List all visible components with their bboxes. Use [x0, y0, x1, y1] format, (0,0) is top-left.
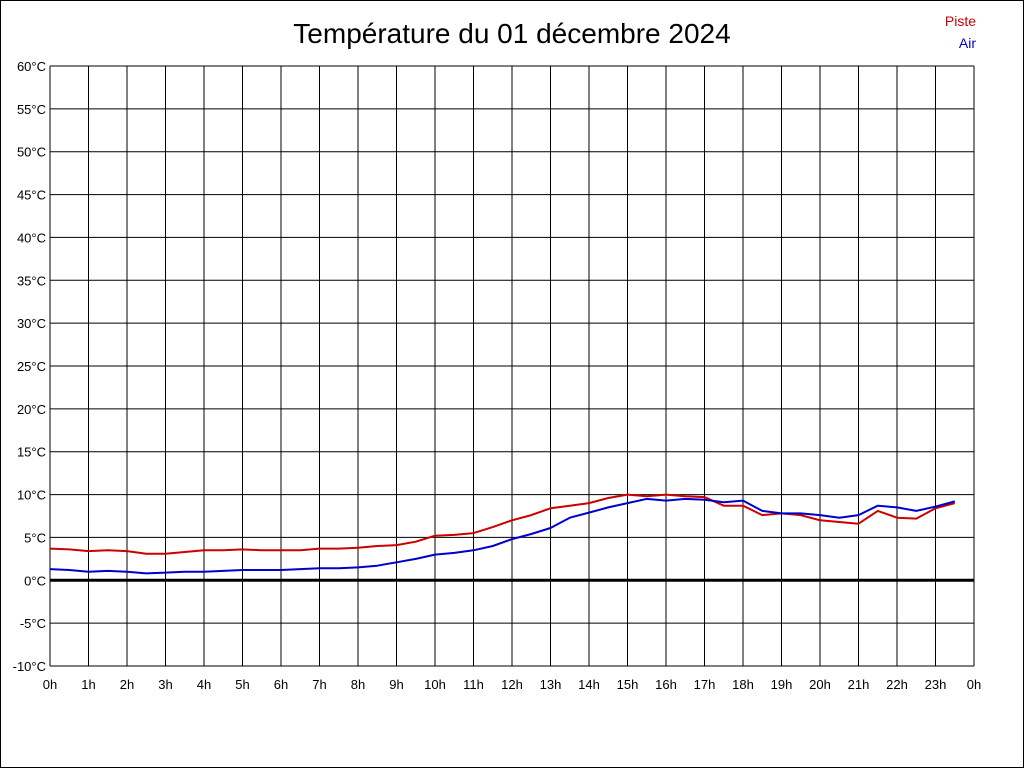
x-tick-label: 22h	[886, 677, 908, 692]
x-axis-ticks: 0h 1h 2h 3h 4h 5h 6h 7h 8h 9h 10h 11h 12h 13h 14h 15h 16…	[43, 677, 981, 692]
x-tick-label: 23h	[925, 677, 947, 692]
x-tick-label: 1h	[81, 677, 95, 692]
y-tick-label: -5°C	[20, 616, 46, 631]
y-tick-label: -10°C	[13, 659, 46, 674]
y-tick-label: 20°C	[17, 402, 46, 417]
x-tick-label: 12h	[501, 677, 523, 692]
x-tick-label: 4h	[197, 677, 211, 692]
grid-lines	[49, 65, 975, 667]
x-tick-label: 0h	[967, 677, 981, 692]
y-tick-label: 15°C	[17, 445, 46, 460]
x-tick-label: 9h	[389, 677, 403, 692]
x-tick-label: 11h	[463, 677, 484, 692]
legend-entry-piste: Piste	[944, 13, 976, 29]
chart-title: Température du 01 décembre 2024	[293, 18, 731, 49]
x-tick-label: 15h	[617, 677, 639, 692]
x-tick-label: 14h	[578, 677, 600, 692]
x-tick-label: 13h	[540, 677, 562, 692]
y-tick-label: 0°C	[24, 573, 46, 588]
series-line-air	[49, 497, 956, 575]
series-line-piste	[49, 493, 956, 555]
x-tick-label: 8h	[351, 677, 365, 692]
x-tick-label: 21h	[848, 677, 870, 692]
legend-entry-air: Air	[958, 35, 976, 51]
y-tick-label: 25°C	[17, 359, 46, 374]
y-tick-label: 50°C	[17, 145, 46, 160]
x-tick-label: 6h	[274, 677, 288, 692]
x-tick-label: 16h	[655, 677, 677, 692]
x-tick-label: 2h	[120, 677, 134, 692]
y-tick-label: 45°C	[17, 188, 46, 203]
x-tick-label: 18h	[732, 677, 754, 692]
x-tick-label: 3h	[158, 677, 172, 692]
y-tick-label: 30°C	[17, 316, 46, 331]
x-tick-label: 19h	[771, 677, 793, 692]
x-tick-label: 20h	[809, 677, 831, 692]
x-tick-label: 0h	[43, 677, 57, 692]
y-tick-label: 55°C	[17, 102, 46, 117]
y-tick-label: 10°C	[17, 488, 46, 503]
x-tick-label: 17h	[694, 677, 716, 692]
x-tick-label: 10h	[424, 677, 446, 692]
series-layer	[49, 493, 956, 575]
y-axis-ticks: 60°C 55°C 50°C 45°C 40°C 35°C 30°C 25°C 20°C 15°C…	[13, 59, 46, 674]
y-tick-label: 40°C	[17, 230, 46, 245]
x-tick-label: 7h	[312, 677, 326, 692]
y-tick-label: 60°C	[17, 59, 46, 74]
x-tick-label: 5h	[235, 677, 249, 692]
y-tick-label: 5°C	[24, 530, 46, 545]
y-tick-label: 35°C	[17, 273, 46, 288]
